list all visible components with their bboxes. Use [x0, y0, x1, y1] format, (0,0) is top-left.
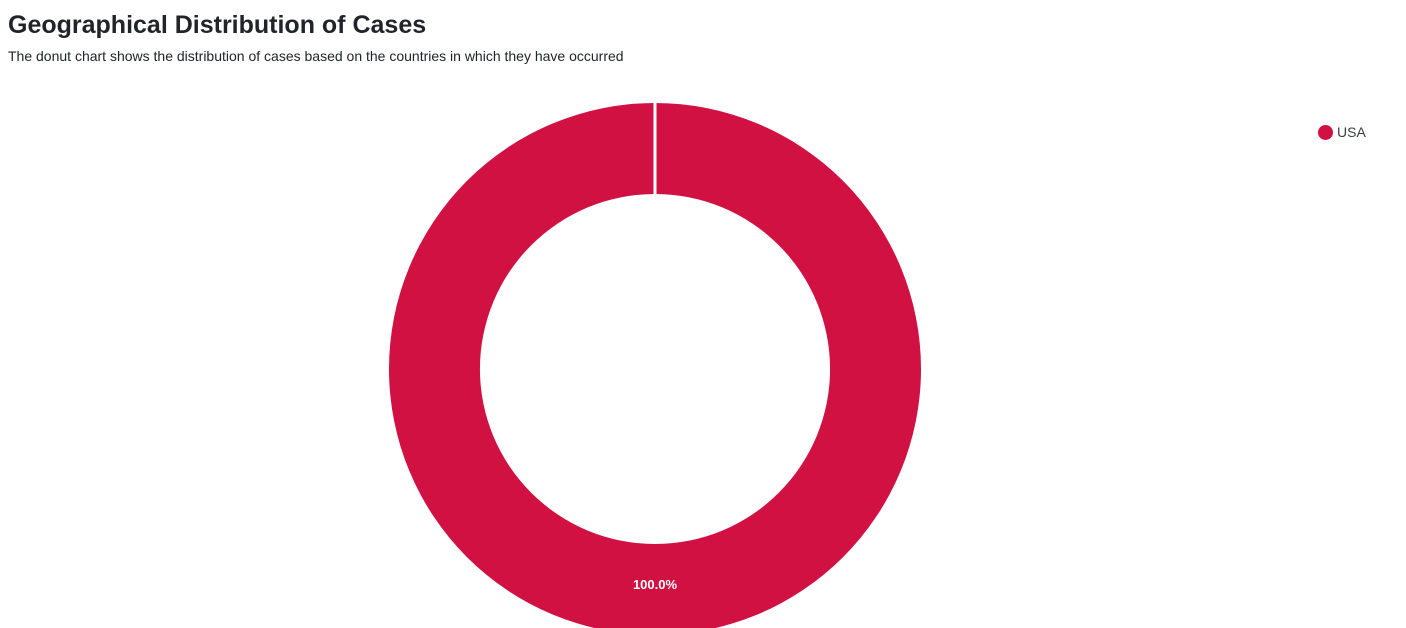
- chart-title: Geographical Distribution of Cases: [8, 11, 427, 39]
- slice-data-label: 100.0%: [633, 577, 678, 592]
- donut-slice-usa[interactable]: [389, 103, 921, 628]
- chart-legend: USA: [1318, 122, 1366, 142]
- chart-subtitle: The donut chart shows the distribution o…: [8, 48, 624, 64]
- legend-label: USA: [1337, 124, 1366, 140]
- legend-marker: [1318, 124, 1333, 140]
- legend-item-usa[interactable]: USA: [1318, 122, 1366, 142]
- donut-slices: [389, 102, 921, 628]
- donut-data-labels: 100.0%: [633, 577, 678, 592]
